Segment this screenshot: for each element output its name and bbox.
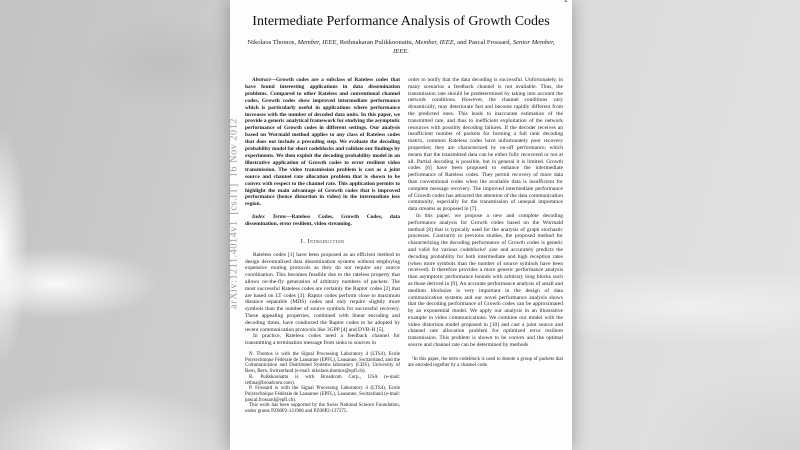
footnote-pulikkoonattu: R. Pulikkoonattu is with Broadcom Corp.,… xyxy=(245,374,400,386)
abstract-text: —Growth codes are a subclass of Rateless… xyxy=(245,77,401,208)
index-terms-text: —Rateless Codes, Growth Codes, data diss… xyxy=(245,214,400,228)
page-number: 1 xyxy=(564,0,569,4)
right-column: order to notify that the data decoding i… xyxy=(408,77,563,415)
paper-page: 1 Intermediate Performance Analysis of G… xyxy=(230,0,572,450)
footnote-frossard: P. Frossard is with the Signal Processin… xyxy=(245,386,400,403)
index-terms-label: Index Terms xyxy=(252,214,287,221)
codeblock-footnote: ¹In this paper, the term codeblock is us… xyxy=(408,356,563,368)
arxiv-watermark: arXiv:1211.4014v1 [cs.IT] 16 Nov 2012 xyxy=(228,118,240,309)
intro-paragraph-1: Rateless codes [1] have been proposed as… xyxy=(245,251,400,333)
body-paragraph-2: In this paper, we propose a new and comp… xyxy=(408,212,563,349)
two-column-body: Abstract—Growth codes are a subclass of … xyxy=(230,56,572,415)
left-column: Abstract—Growth codes are a subclass of … xyxy=(245,77,400,415)
paper-title: Intermediate Performance Analysis of Gro… xyxy=(252,14,550,29)
intro-paragraph-2: In practice, Rateless codes need a feedb… xyxy=(245,333,400,347)
abstract-label: Abstract xyxy=(252,77,271,83)
index-terms-paragraph: Index Terms—Rateless Codes, Growth Codes… xyxy=(245,214,400,228)
authors-line: Nikolaos Thomos, Member, IEEE, Rethnakar… xyxy=(247,39,555,55)
author-affiliation-footnotes: N. Thomos is with the Signal Processing … xyxy=(245,352,400,415)
footnote-thomos: N. Thomos is with the Signal Processing … xyxy=(245,351,400,375)
footnote-funding: This work has been supported by the Swis… xyxy=(245,403,400,415)
body-paragraph-continuation: order to notify that the data decoding i… xyxy=(408,77,563,213)
abstract-paragraph: Abstract—Growth codes are a subclass of … xyxy=(245,77,400,208)
section-heading-introduction: I. Introduction xyxy=(300,238,345,246)
